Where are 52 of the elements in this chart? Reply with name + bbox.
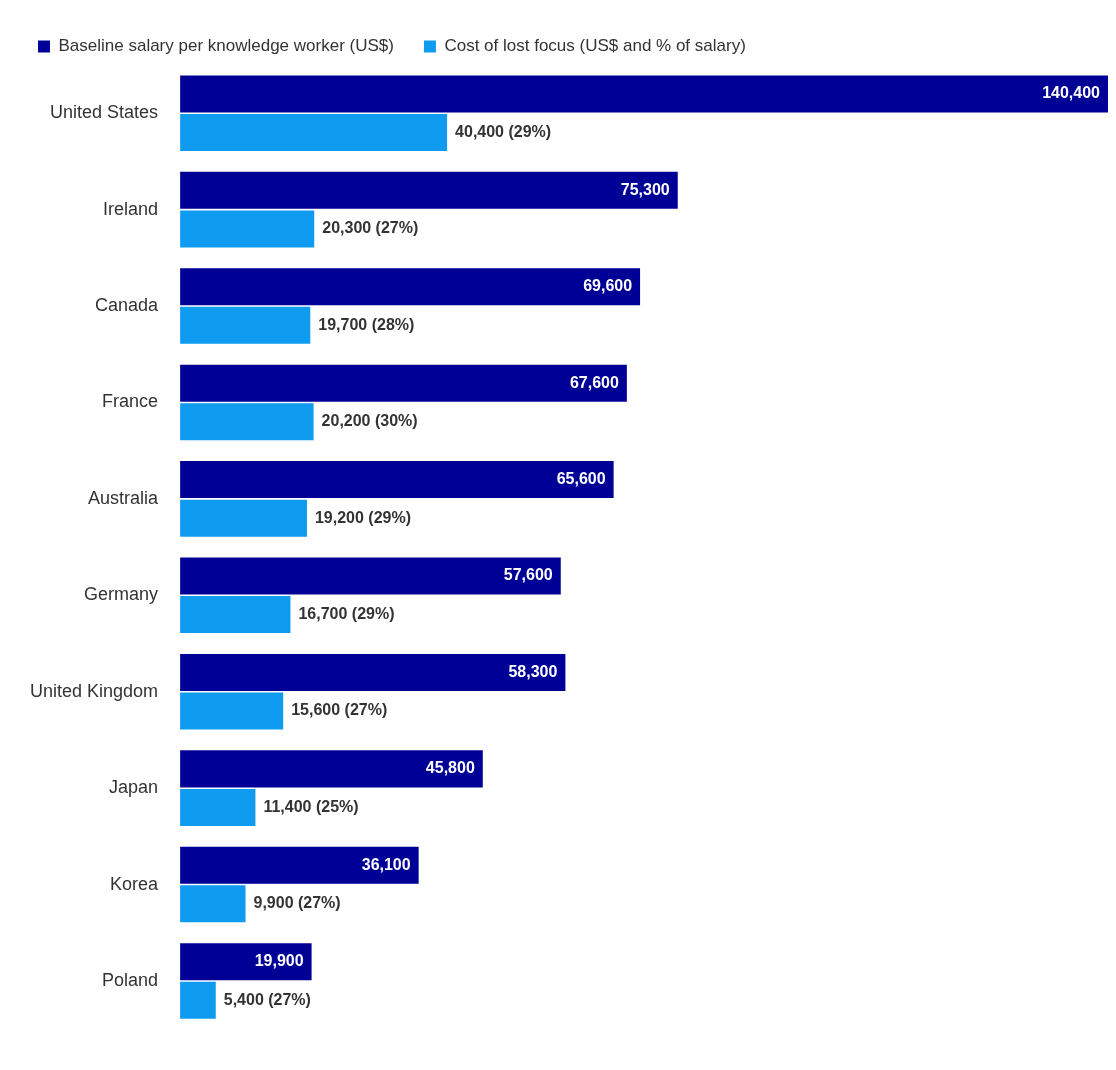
y-tick-label: Poland	[102, 969, 159, 990]
data-label: 57,600	[503, 566, 553, 584]
data-label: 19,200 (29%)	[314, 508, 412, 526]
bar	[180, 750, 483, 788]
bar	[180, 113, 448, 152]
data-label: 5,400 (27%)	[223, 990, 311, 1008]
y-tick-label: Germany	[84, 584, 159, 605]
bar	[180, 788, 256, 826]
y-tick-label: United States	[50, 102, 159, 123]
data-label: 40,400 (29%)	[455, 122, 552, 140]
bar	[180, 846, 419, 884]
data-label: 20,300 (27%)	[322, 219, 419, 237]
y-tick-label: United Kingdom	[30, 680, 159, 701]
data-label: 16,700 (29%)	[298, 605, 395, 622]
bar	[180, 499, 307, 537]
bar	[180, 403, 314, 441]
bar	[180, 653, 566, 691]
legend-label: Baseline salary per knowledge worker (US$)	[58, 36, 394, 56]
y-tick-label: Canada	[95, 295, 160, 316]
y-tick-label: Korea	[110, 873, 160, 894]
data-label: 58,300	[508, 662, 558, 680]
data-label: 19,700 (28%)	[318, 315, 415, 333]
y-tick-label: Ireland	[103, 198, 159, 219]
data-label: 9,900 (27%)	[253, 894, 341, 912]
bar	[180, 461, 614, 499]
data-label: 140,400	[1042, 84, 1101, 102]
y-tick-label: Australia	[88, 487, 160, 508]
bar	[180, 306, 311, 344]
data-label: 20,200 (30%)	[321, 412, 418, 430]
bar	[180, 557, 561, 595]
data-label: 19,900	[254, 952, 304, 970]
bar	[180, 75, 1108, 113]
data-label: 67,600	[569, 373, 619, 391]
data-label: 15,600 (27%)	[291, 701, 388, 719]
bar	[180, 268, 641, 306]
legend-label: Cost of lost focus (US$ and % of salary)	[444, 36, 746, 56]
data-label: 36,100	[361, 855, 411, 873]
bar	[180, 981, 216, 1019]
bar	[180, 596, 291, 634]
y-tick-label: France	[102, 391, 159, 412]
data-label: 45,800	[425, 759, 475, 777]
bar	[180, 171, 678, 209]
bar	[180, 364, 627, 402]
data-label: 11,400 (25%)	[263, 797, 359, 815]
data-label: 69,600	[583, 277, 633, 295]
data-label: 65,600	[556, 470, 606, 488]
bar	[180, 885, 246, 923]
bar	[180, 692, 284, 730]
bar	[180, 943, 312, 981]
data-label: 75,300	[620, 180, 670, 198]
bar	[180, 210, 315, 248]
y-tick-label: Japan	[109, 777, 159, 798]
